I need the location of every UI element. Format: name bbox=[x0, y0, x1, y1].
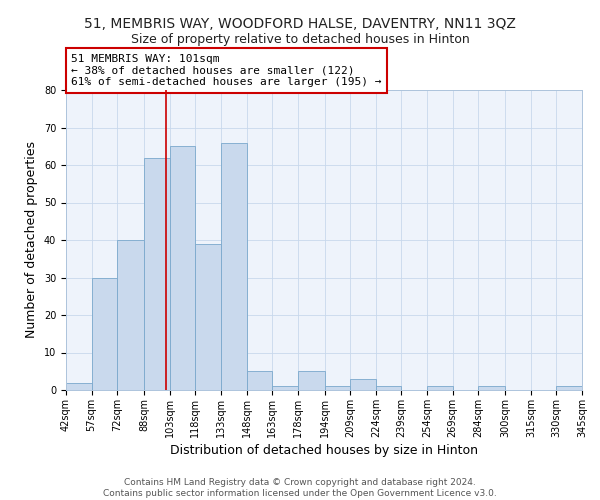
Bar bbox=[272, 386, 298, 390]
Bar bbox=[298, 371, 325, 390]
Bar bbox=[170, 146, 196, 390]
Bar bbox=[196, 244, 221, 390]
Bar bbox=[92, 278, 117, 390]
Bar bbox=[376, 386, 401, 390]
Bar bbox=[325, 386, 350, 390]
Bar bbox=[478, 386, 505, 390]
Bar bbox=[247, 371, 272, 390]
Bar bbox=[350, 379, 376, 390]
Text: 51 MEMBRIS WAY: 101sqm
← 38% of detached houses are smaller (122)
61% of semi-de: 51 MEMBRIS WAY: 101sqm ← 38% of detached… bbox=[71, 54, 382, 87]
X-axis label: Distribution of detached houses by size in Hinton: Distribution of detached houses by size … bbox=[170, 444, 478, 457]
Bar bbox=[221, 142, 247, 390]
Y-axis label: Number of detached properties: Number of detached properties bbox=[25, 142, 38, 338]
Text: 51, MEMBRIS WAY, WOODFORD HALSE, DAVENTRY, NN11 3QZ: 51, MEMBRIS WAY, WOODFORD HALSE, DAVENTR… bbox=[84, 18, 516, 32]
Text: Contains HM Land Registry data © Crown copyright and database right 2024.
Contai: Contains HM Land Registry data © Crown c… bbox=[103, 478, 497, 498]
Bar bbox=[66, 382, 92, 390]
Text: Size of property relative to detached houses in Hinton: Size of property relative to detached ho… bbox=[131, 32, 469, 46]
Bar bbox=[117, 240, 145, 390]
Bar bbox=[556, 386, 582, 390]
Bar bbox=[427, 386, 452, 390]
Bar bbox=[145, 158, 170, 390]
